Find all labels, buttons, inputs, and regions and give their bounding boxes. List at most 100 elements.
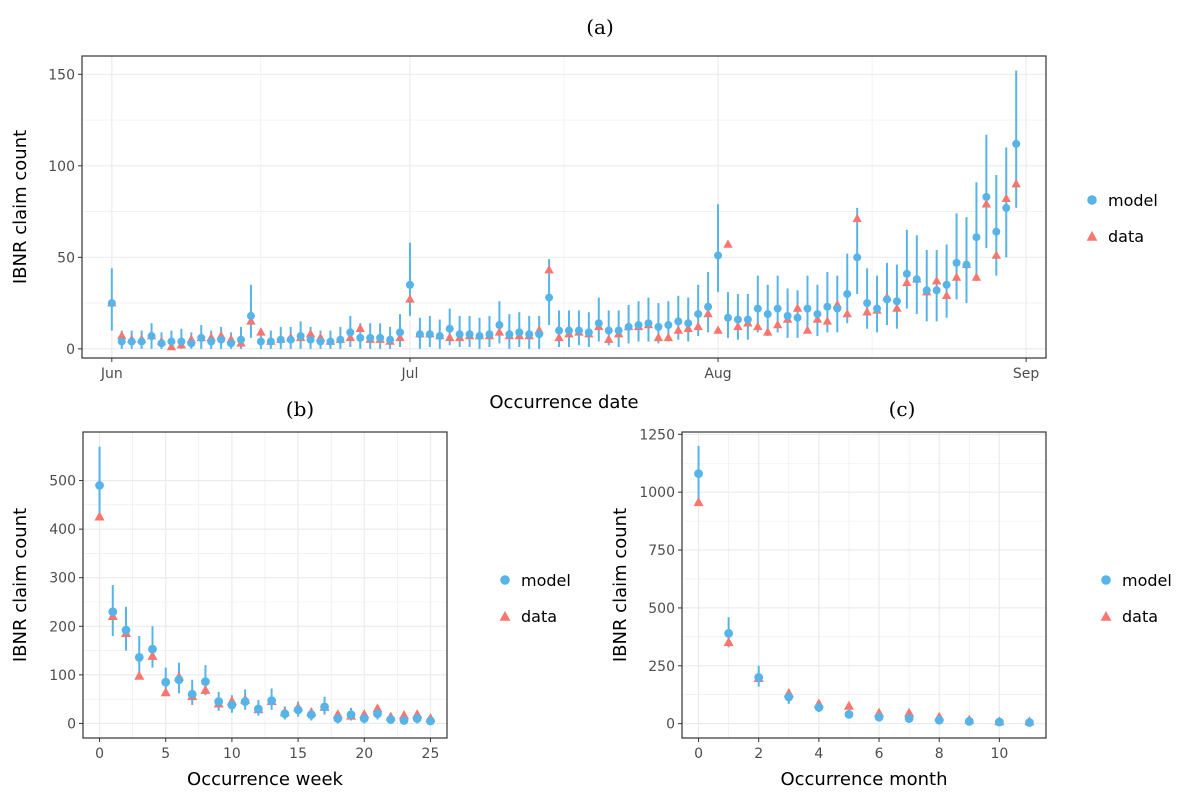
data-triangle [405, 294, 415, 303]
plot-frame [82, 431, 448, 739]
data-triangle [653, 332, 664, 342]
model-point [316, 337, 325, 346]
x-axis-title: Occurrence month [780, 769, 947, 790]
model-point [425, 330, 434, 339]
model-point [426, 716, 435, 726]
model-point [892, 297, 901, 306]
data-triangle [1001, 193, 1011, 202]
data-triangle [902, 277, 912, 287]
model-point [594, 319, 603, 328]
model-point [161, 677, 171, 687]
x-tick-label: 0 [694, 746, 703, 762]
legend-label-data: data [1122, 607, 1158, 626]
legend-model-symbol [1101, 575, 1111, 585]
legend-label-data: data [521, 607, 557, 626]
model-point [525, 330, 534, 339]
data-triangle [494, 327, 505, 336]
model-point [286, 335, 295, 344]
model-point [346, 328, 355, 337]
x-tick-label: 4 [814, 746, 823, 762]
model-point [962, 260, 971, 269]
model-point [844, 709, 854, 719]
legend-model-symbol [1087, 195, 1097, 205]
model-point [904, 714, 914, 723]
data-triangle [713, 325, 723, 334]
model-point [784, 692, 794, 702]
data-triangle [355, 323, 365, 332]
data-triangle [345, 332, 356, 342]
data-triangle [802, 325, 813, 334]
model-point [972, 233, 981, 242]
x-tick-label: 0 [95, 746, 104, 762]
y-tick-label: 150 [48, 67, 75, 83]
data-triangle [554, 332, 564, 342]
x-tick-label: 2 [754, 746, 763, 762]
model-point [932, 286, 941, 295]
x-tick-label: 10 [223, 746, 241, 762]
data-triangle [604, 334, 614, 343]
model-point [253, 704, 263, 714]
data-triangle [693, 321, 703, 331]
data-triangle [147, 650, 158, 660]
model-point [157, 339, 166, 348]
y-axis-title: IBNR claim count [10, 130, 31, 284]
legend-model-symbol [500, 575, 510, 585]
model-point [405, 280, 414, 289]
data-triangle [305, 329, 316, 338]
data-triangle [200, 684, 211, 694]
data-triangle [1011, 178, 1021, 188]
model-point [803, 304, 812, 313]
model-point [465, 330, 474, 339]
model-point [1012, 139, 1021, 148]
y-tick-label: 0 [666, 717, 675, 733]
model-point [485, 330, 494, 339]
model-point [644, 319, 653, 328]
x-tick-label: 15 [289, 746, 307, 762]
data-triangle [94, 511, 105, 521]
model-point [694, 469, 703, 479]
y-axis-title: IBNR claim count [10, 508, 31, 662]
model-point [333, 714, 343, 723]
panel-label-b: (b) [286, 397, 314, 421]
data-triangle [772, 319, 783, 329]
model-point [724, 628, 734, 638]
data-triangle [822, 316, 833, 325]
data-triangle [723, 637, 734, 647]
legend-data-symbol [1100, 611, 1112, 621]
model-point [664, 321, 673, 330]
model-point [982, 192, 991, 201]
data-triangle [723, 239, 733, 248]
model-point [386, 715, 396, 724]
model-point [515, 328, 524, 337]
legend-label-model: model [521, 571, 571, 590]
model-point [373, 709, 382, 719]
y-tick-label: 200 [49, 619, 76, 635]
data-triangle [753, 321, 763, 331]
y-tick-label: 300 [49, 571, 76, 587]
x-axis-title: Occurrence date [489, 392, 638, 413]
model-point [346, 710, 356, 720]
model-point [267, 696, 277, 705]
data-triangle [372, 703, 383, 713]
model-point [108, 607, 118, 617]
model-point [246, 311, 255, 320]
model-point [604, 326, 613, 335]
model-point [320, 702, 329, 712]
data-triangle [951, 272, 962, 281]
model-point [773, 304, 782, 313]
model-point [833, 304, 842, 313]
model-point [359, 714, 369, 723]
model-point [356, 333, 365, 342]
panel-label-a: (a) [586, 15, 614, 39]
y-tick-label: 0 [66, 342, 75, 358]
model-point [813, 310, 822, 319]
model-point [505, 330, 514, 339]
model-point [256, 337, 265, 346]
model-point [874, 712, 884, 722]
model-point [95, 481, 104, 490]
model-point [783, 311, 792, 320]
model-point [902, 269, 911, 278]
model-point [475, 332, 484, 341]
model-point [201, 677, 210, 687]
data-triangle [256, 327, 266, 336]
